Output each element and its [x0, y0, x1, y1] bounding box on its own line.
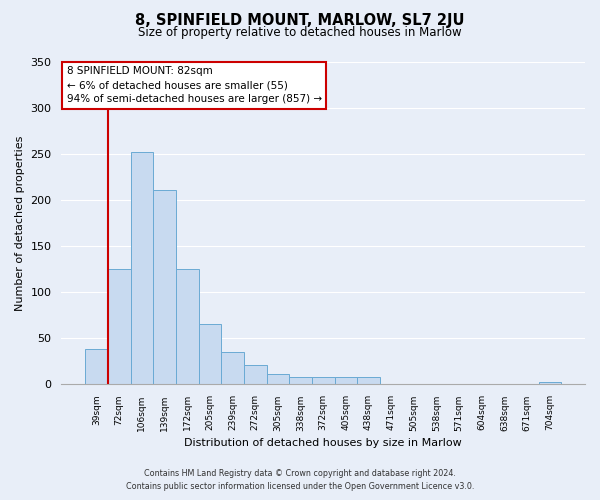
Text: 8, SPINFIELD MOUNT, MARLOW, SL7 2JU: 8, SPINFIELD MOUNT, MARLOW, SL7 2JU [135, 12, 465, 28]
Text: 8 SPINFIELD MOUNT: 82sqm
← 6% of detached houses are smaller (55)
94% of semi-de: 8 SPINFIELD MOUNT: 82sqm ← 6% of detache… [67, 66, 322, 104]
Bar [244, 365, 266, 384]
Bar [153, 190, 176, 384]
Text: Size of property relative to detached houses in Marlow: Size of property relative to detached ho… [138, 26, 462, 39]
Bar [539, 382, 561, 384]
X-axis label: Distribution of detached houses by size in Marlow: Distribution of detached houses by size … [184, 438, 462, 448]
Bar [335, 377, 357, 384]
Bar [357, 377, 380, 384]
Bar [266, 374, 289, 384]
Bar [312, 377, 335, 384]
Bar [199, 324, 221, 384]
Y-axis label: Number of detached properties: Number of detached properties [15, 136, 25, 310]
Text: Contains HM Land Registry data © Crown copyright and database right 2024.
Contai: Contains HM Land Registry data © Crown c… [126, 470, 474, 491]
Bar [176, 269, 199, 384]
Bar [289, 377, 312, 384]
Bar [221, 352, 244, 384]
Bar [108, 269, 131, 384]
Bar [131, 152, 153, 384]
Bar [85, 350, 108, 384]
